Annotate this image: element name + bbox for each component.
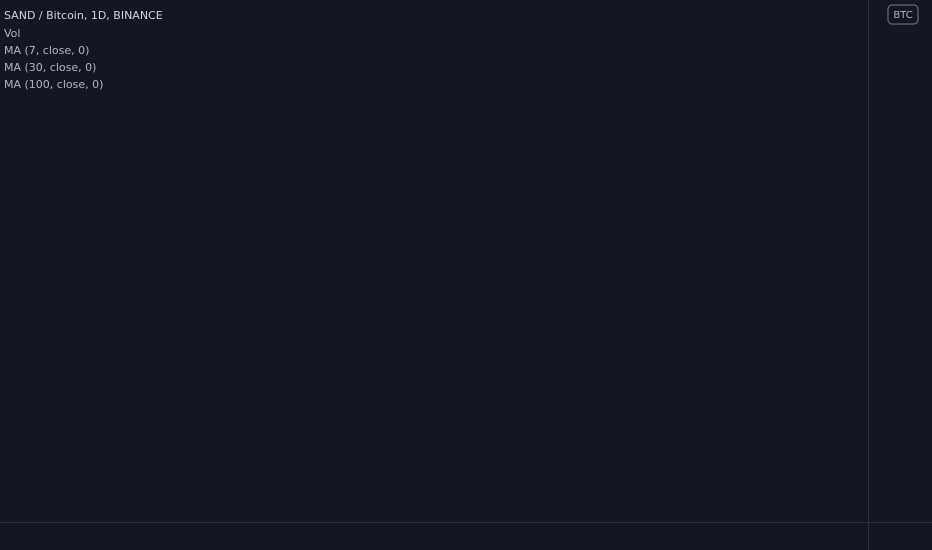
indicator-label: MA (30, close, 0) [4,61,96,74]
indicator-label: MA (100, close, 0) [4,78,103,91]
indicator-label: MA (7, close, 0) [4,44,89,57]
currency-badge[interactable]: BTC [887,4,919,25]
badge-frame[interactable] [887,4,919,25]
indicator-label: Vol [4,27,20,40]
legend: SAND / Bitcoin, 1D, BINANCE Vol MA (7, c… [4,9,163,91]
symbol-title: SAND / Bitcoin, 1D, BINANCE [4,9,163,22]
badge-text[interactable]: BTC [893,10,912,21]
